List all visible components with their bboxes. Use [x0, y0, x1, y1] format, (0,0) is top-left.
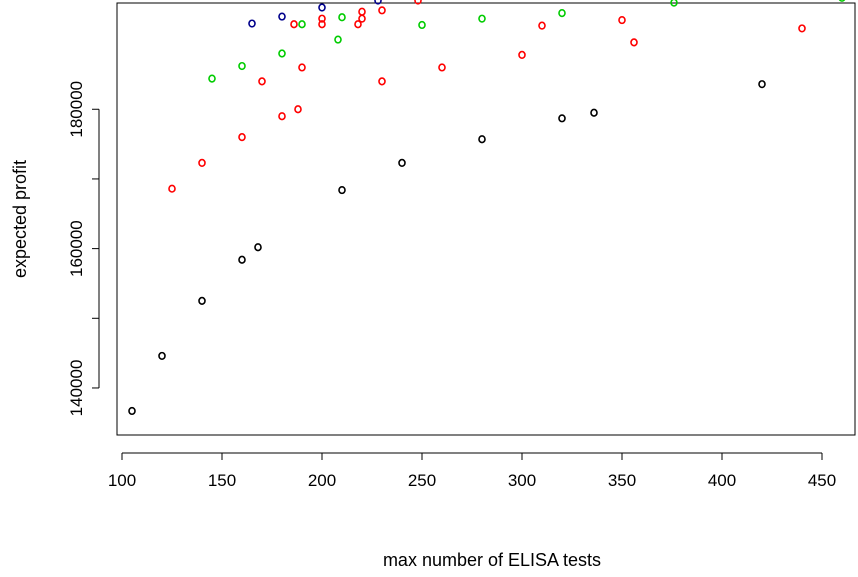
- y-axis-label: expected profit: [10, 160, 30, 278]
- data-point: [414, 0, 422, 5]
- data-point: [238, 133, 246, 142]
- data-point: [374, 0, 382, 5]
- data-point: [478, 135, 486, 144]
- x-tick-label: 450: [808, 471, 836, 490]
- x-axis: 100 150 200 250 300 350 400 450: [108, 452, 836, 490]
- plot-frame: [116, 2, 856, 436]
- data-point: [418, 20, 426, 30]
- x-tick-label: 250: [408, 471, 436, 490]
- data-point: [478, 14, 486, 23]
- data-point: [298, 63, 306, 72]
- data-point: [338, 185, 346, 195]
- data-point: [278, 112, 286, 121]
- data-point: [838, 0, 846, 2]
- data-point: [358, 7, 366, 16]
- data-point: [318, 14, 326, 23]
- data-point: [518, 50, 526, 60]
- data-point: [128, 406, 136, 416]
- data-points: [128, 0, 846, 416]
- data-point: [248, 19, 256, 28]
- y-tick-label: 160000: [67, 220, 86, 277]
- data-point: [298, 20, 306, 29]
- data-point: [318, 3, 326, 12]
- y-tick-label: 180000: [67, 81, 86, 138]
- data-point: [398, 158, 406, 168]
- data-point: [354, 20, 362, 29]
- data-point: [294, 105, 302, 114]
- y-axis: 140000 160000 180000: [67, 81, 100, 417]
- x-tick-label: 350: [608, 471, 636, 490]
- x-tick-label: 100: [108, 471, 136, 490]
- data-point: [278, 12, 286, 21]
- data-point: [670, 0, 678, 7]
- data-point: [198, 158, 206, 168]
- data-point: [558, 9, 566, 18]
- data-point: [378, 77, 386, 86]
- x-tick-label: 150: [208, 471, 236, 490]
- data-point: [758, 80, 766, 89]
- data-point: [358, 14, 366, 23]
- x-tick-label: 300: [508, 471, 536, 490]
- data-point: [208, 74, 216, 83]
- data-point: [630, 38, 638, 47]
- data-point: [558, 114, 566, 123]
- data-point: [334, 35, 342, 44]
- data-point: [590, 108, 598, 117]
- x-axis-label: max number of ELISA tests: [383, 550, 601, 570]
- x-tick-label: 400: [708, 471, 736, 490]
- y-tick-label: 140000: [67, 360, 86, 417]
- data-point: [238, 255, 246, 264]
- data-point: [254, 243, 262, 252]
- data-point: [378, 6, 386, 15]
- data-point: [290, 20, 298, 29]
- x-tick-label: 200: [308, 471, 336, 490]
- data-point: [318, 20, 326, 29]
- data-point: [258, 77, 266, 86]
- data-point: [198, 296, 206, 305]
- data-point: [798, 24, 806, 33]
- data-point: [168, 184, 176, 193]
- data-point: [238, 61, 246, 71]
- data-point: [278, 49, 286, 58]
- data-point: [438, 63, 446, 72]
- data-point: [618, 15, 626, 25]
- data-point: [158, 351, 166, 361]
- data-point: [538, 21, 546, 30]
- data-point: [338, 13, 346, 22]
